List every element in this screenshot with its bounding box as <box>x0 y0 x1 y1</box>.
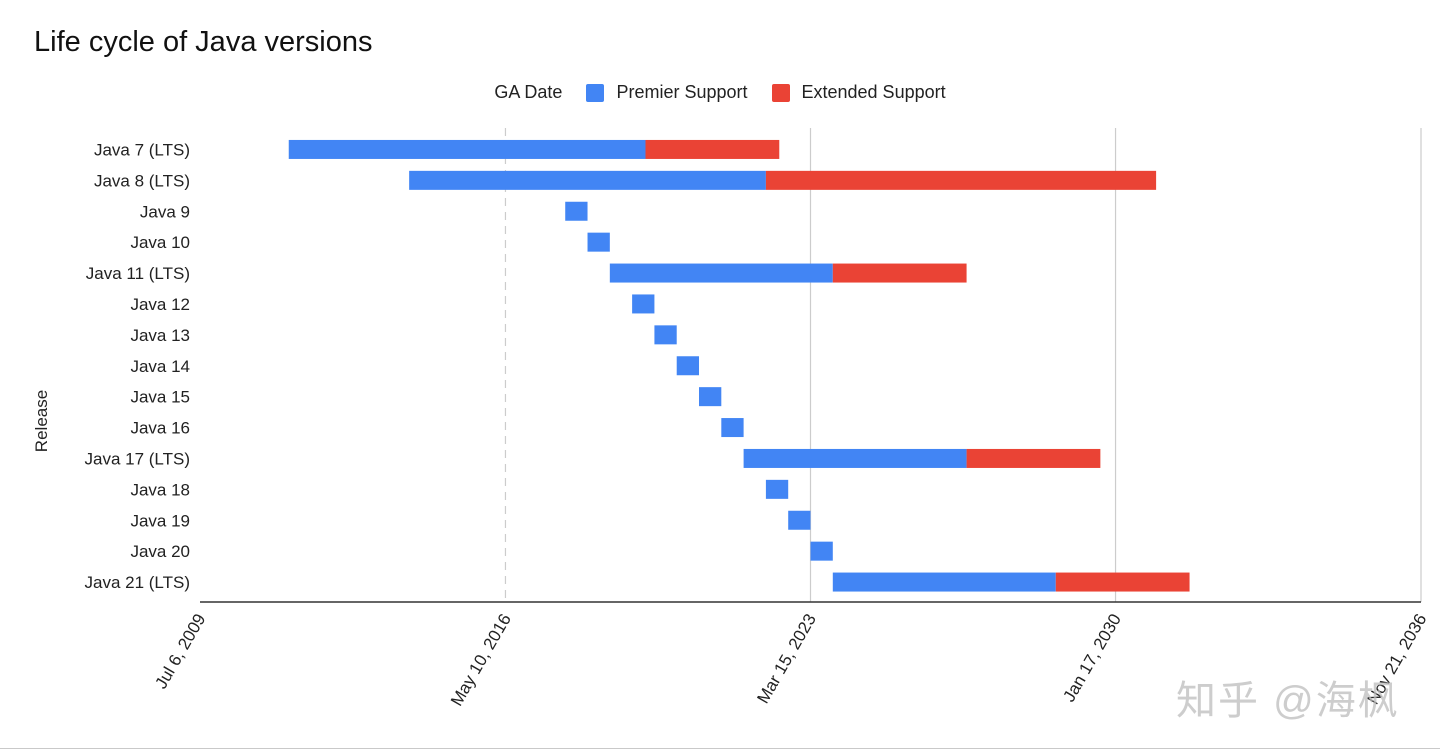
bar-premier-support[interactable] <box>765 479 789 499</box>
category-label: Java 16 <box>130 419 190 438</box>
category-labels: Java 7 (LTS) Java 8 (LTS) Java 9 Java 10 Jav… <box>84 140 190 592</box>
bar-premier-support[interactable] <box>810 541 833 561</box>
x-tick-label: Mar 15, 2023 <box>753 611 820 707</box>
legend-label-ga-date: GA Date <box>494 82 563 102</box>
bar-premier-support[interactable] <box>654 325 677 345</box>
gridlines <box>504 128 1422 602</box>
bar-extended-support[interactable] <box>645 139 780 159</box>
category-label: Java 11 (LTS) <box>86 264 190 283</box>
category-label: Java 7 (LTS) <box>94 140 190 159</box>
bar-premier-support[interactable] <box>721 418 744 438</box>
legend-swatch-extended-support <box>771 83 790 102</box>
bars <box>288 139 1190 592</box>
legend-item-extended-support[interactable]: Extended Support <box>771 82 946 103</box>
category-label: Java 14 <box>130 357 190 376</box>
bar-premier-support[interactable] <box>788 510 811 530</box>
category-label: Java 10 <box>130 233 190 252</box>
bar-extended-support[interactable] <box>966 448 1101 468</box>
bar-premier-support[interactable] <box>676 356 700 376</box>
category-label: Java 9 <box>140 202 190 221</box>
category-label: Java 20 <box>130 542 190 561</box>
category-label: Java 13 <box>130 326 190 345</box>
bar-premier-support[interactable] <box>743 448 967 468</box>
y-axis-title: Release <box>32 390 51 452</box>
bar-premier-support[interactable] <box>565 201 588 221</box>
category-label: Java 18 <box>130 480 190 499</box>
category-label: Java 8 (LTS) <box>94 171 190 190</box>
legend-swatch-premier-support <box>586 83 605 102</box>
bar-premier-support[interactable] <box>699 387 722 407</box>
legend-item-ga-date[interactable]: GA Date <box>494 82 562 103</box>
legend-label-premier-support: Premier Support <box>616 82 748 102</box>
bar-extended-support[interactable] <box>832 263 967 283</box>
legend-item-premier-support[interactable]: Premier Support <box>586 82 748 103</box>
bar-premier-support[interactable] <box>288 139 646 159</box>
category-label: Java 17 (LTS) <box>84 449 190 468</box>
category-label: Java 12 <box>130 295 190 314</box>
bar-premier-support[interactable] <box>609 263 833 283</box>
category-label: Java 21 (LTS) <box>84 573 190 592</box>
bar-premier-support[interactable] <box>632 294 655 314</box>
x-tick-label: May 10, 2016 <box>447 611 515 710</box>
x-tick-label: Jul 6, 2009 <box>151 611 209 693</box>
category-label: Java 15 <box>130 388 190 407</box>
legend-label-extended-support: Extended Support <box>801 82 946 102</box>
legend: GA Date Premier Support Extended Support <box>0 82 1440 103</box>
bar-extended-support[interactable] <box>765 170 1157 190</box>
bar-premier-support[interactable] <box>587 232 610 252</box>
bottom-divider <box>0 748 1440 749</box>
bar-premier-support[interactable] <box>832 572 1056 592</box>
bar-extended-support[interactable] <box>1055 572 1190 592</box>
watermark: 知乎 @海枫 <box>1176 679 1400 723</box>
bar-premier-support[interactable] <box>409 170 766 190</box>
x-tick-label: Jan 17, 2030 <box>1059 611 1125 706</box>
chart-title: Life cycle of Java versions <box>34 26 373 58</box>
category-label: Java 19 <box>130 511 190 530</box>
